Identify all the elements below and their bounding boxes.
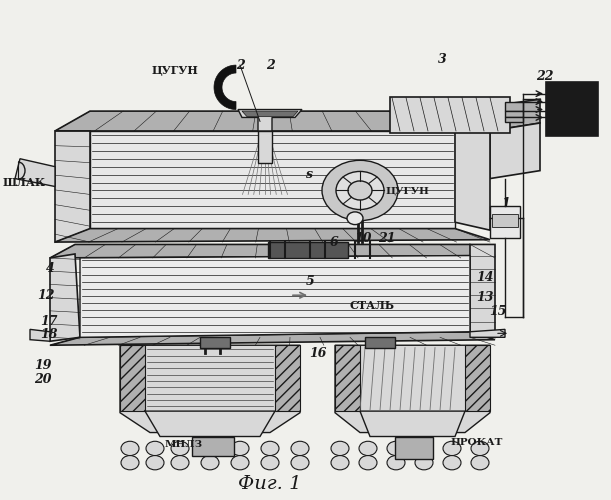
Text: 16: 16: [309, 346, 327, 360]
Circle shape: [322, 160, 398, 220]
Polygon shape: [275, 345, 300, 411]
Text: 18: 18: [40, 328, 58, 342]
Circle shape: [471, 456, 489, 470]
Circle shape: [443, 456, 461, 470]
Text: 17: 17: [40, 315, 58, 328]
Circle shape: [231, 456, 249, 470]
Circle shape: [291, 456, 309, 470]
Circle shape: [331, 456, 349, 470]
Bar: [192, 436, 234, 456]
Text: 15: 15: [489, 304, 507, 318]
Polygon shape: [50, 254, 80, 342]
Circle shape: [261, 456, 279, 470]
Text: 2: 2: [236, 58, 244, 71]
Text: СТАЛЬ: СТАЛЬ: [350, 300, 395, 311]
Polygon shape: [90, 131, 455, 230]
Circle shape: [443, 442, 461, 456]
Bar: [505, 102, 523, 111]
Bar: [546, 82, 598, 136]
Polygon shape: [242, 111, 298, 116]
Circle shape: [261, 442, 279, 456]
Polygon shape: [55, 228, 490, 242]
Bar: [505, 111, 523, 117]
Polygon shape: [50, 244, 495, 258]
Polygon shape: [470, 330, 505, 338]
Circle shape: [415, 442, 433, 456]
Circle shape: [415, 456, 433, 470]
Text: 1: 1: [502, 198, 510, 210]
Bar: [268, 242, 348, 258]
Circle shape: [171, 442, 189, 456]
Polygon shape: [455, 99, 540, 131]
Circle shape: [387, 456, 405, 470]
Polygon shape: [455, 111, 490, 230]
Polygon shape: [470, 244, 495, 338]
Bar: [395, 436, 433, 458]
Text: 22: 22: [536, 70, 554, 84]
Text: МНЛЗ: МНЛЗ: [165, 440, 203, 450]
Text: s: s: [307, 168, 313, 181]
Polygon shape: [238, 110, 302, 131]
Circle shape: [471, 442, 489, 456]
Text: ШЛАК: ШЛАК: [3, 177, 46, 188]
Polygon shape: [50, 332, 495, 345]
Text: 20: 20: [34, 373, 52, 386]
Polygon shape: [15, 158, 55, 186]
Text: 21: 21: [378, 232, 395, 244]
Polygon shape: [30, 330, 50, 342]
Text: ЦУГУН: ЦУГУН: [385, 186, 429, 196]
Polygon shape: [214, 65, 236, 110]
Text: 10: 10: [354, 232, 371, 244]
Circle shape: [359, 442, 377, 456]
Polygon shape: [55, 111, 490, 131]
Polygon shape: [145, 411, 275, 436]
Bar: [492, 214, 518, 227]
Text: 2: 2: [266, 58, 274, 71]
Text: 19: 19: [34, 358, 52, 372]
Circle shape: [146, 442, 164, 456]
Circle shape: [336, 172, 384, 209]
Text: 5: 5: [306, 275, 315, 288]
Polygon shape: [360, 411, 465, 436]
Circle shape: [347, 212, 363, 224]
Circle shape: [201, 442, 219, 456]
Bar: [505, 118, 523, 122]
Polygon shape: [335, 345, 360, 411]
Circle shape: [291, 442, 309, 456]
Text: 4: 4: [46, 262, 55, 275]
Circle shape: [121, 456, 139, 470]
Polygon shape: [335, 345, 490, 432]
Circle shape: [359, 456, 377, 470]
Circle shape: [331, 442, 349, 456]
Text: 14: 14: [476, 272, 494, 284]
Polygon shape: [120, 345, 300, 432]
Text: 12: 12: [37, 288, 55, 302]
Circle shape: [231, 442, 249, 456]
Polygon shape: [365, 338, 395, 347]
Circle shape: [387, 442, 405, 456]
Bar: [390, 97, 510, 132]
Polygon shape: [80, 256, 470, 338]
Polygon shape: [55, 131, 90, 242]
Text: ЦУГУН: ЦУГУН: [152, 65, 199, 76]
Circle shape: [121, 442, 139, 456]
Text: ПРОКАТ: ПРОКАТ: [450, 438, 502, 447]
Circle shape: [348, 181, 372, 200]
Circle shape: [201, 456, 219, 470]
Polygon shape: [200, 338, 230, 347]
Polygon shape: [465, 345, 490, 411]
Text: 6: 6: [330, 236, 338, 248]
Polygon shape: [258, 131, 272, 162]
Polygon shape: [490, 123, 540, 178]
Text: Фиг. 1: Фиг. 1: [238, 475, 302, 493]
Polygon shape: [120, 345, 145, 411]
Bar: [490, 206, 520, 238]
Text: 13: 13: [476, 291, 494, 304]
Circle shape: [171, 456, 189, 470]
Circle shape: [146, 456, 164, 470]
Text: 3: 3: [437, 53, 447, 66]
